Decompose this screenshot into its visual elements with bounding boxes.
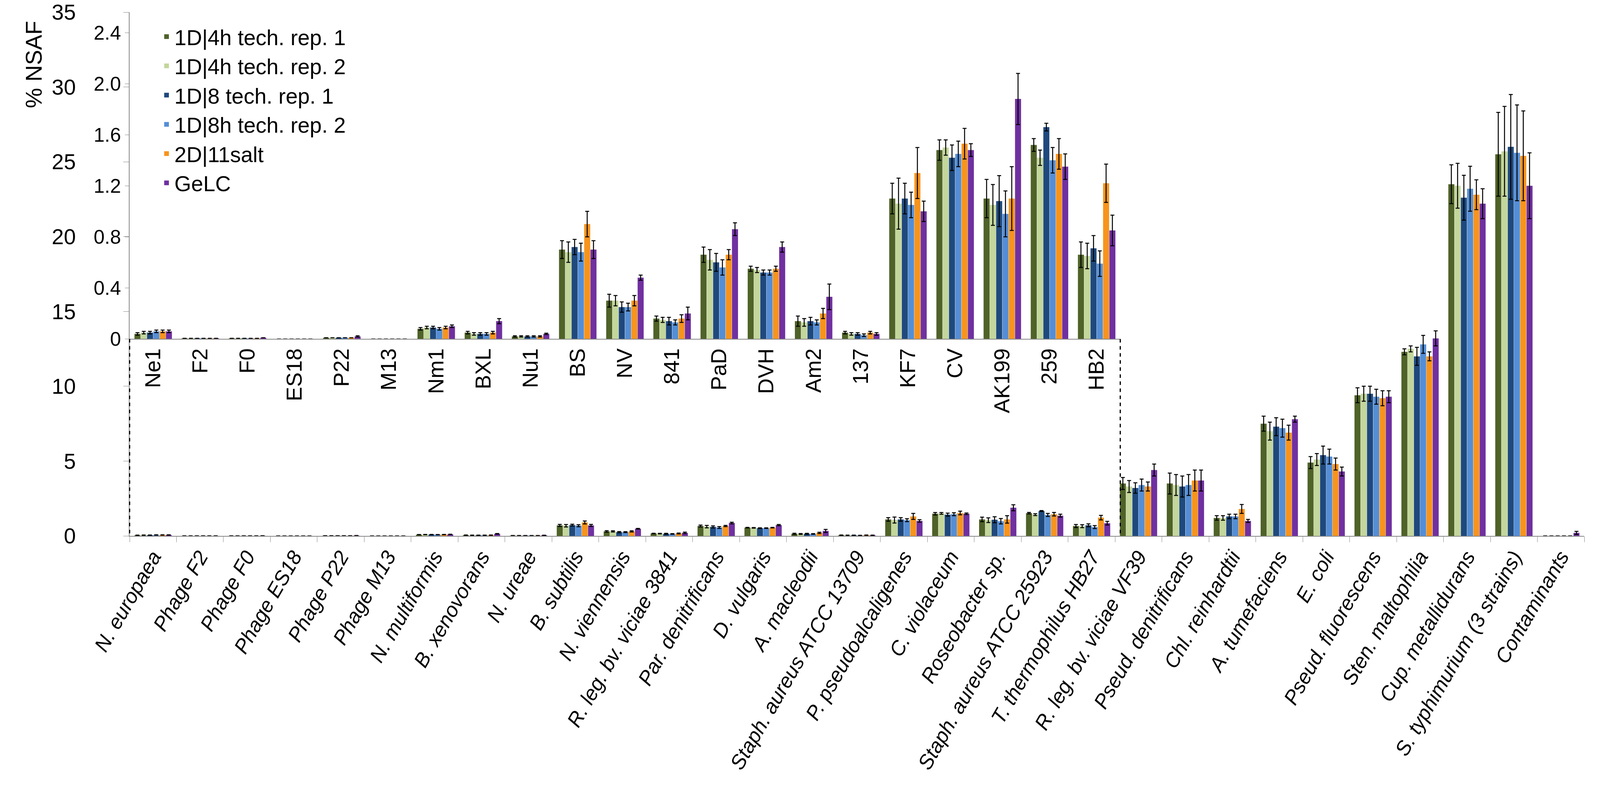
svg-text:N. europaea: N. europaea xyxy=(89,547,166,656)
svg-text:DVH: DVH xyxy=(753,348,779,394)
svg-text:N. ureae: N. ureae xyxy=(482,547,542,627)
svg-text:259: 259 xyxy=(1036,348,1062,385)
svg-text:2.0: 2.0 xyxy=(93,73,121,96)
svg-text:1.2: 1.2 xyxy=(93,175,121,198)
svg-text:% NSAF: % NSAF xyxy=(20,20,47,109)
svg-text:Pseud. fluorescens: Pseud. fluorescens xyxy=(1279,547,1386,709)
svg-text:0.8: 0.8 xyxy=(93,226,121,249)
svg-text:D. vulgaris: D. vulgaris xyxy=(707,547,776,643)
svg-text:N. multiformis: N. multiformis xyxy=(365,547,448,667)
svg-text:Sten. maltophilia: Sten. maltophilia xyxy=(1337,547,1433,690)
svg-text:Contaminants: Contaminants xyxy=(1490,547,1574,668)
svg-text:A. tumefaciens: A. tumefaciens xyxy=(1204,547,1293,677)
svg-text:CV: CV xyxy=(942,348,967,379)
svg-text:2.4: 2.4 xyxy=(93,21,121,44)
svg-text:0.4: 0.4 xyxy=(93,277,121,300)
svg-text:BXL: BXL xyxy=(470,348,496,390)
svg-text:1D|4h tech. rep. 2: 1D|4h tech. rep. 2 xyxy=(174,54,346,79)
svg-text:Nm1: Nm1 xyxy=(423,348,449,394)
svg-text:10: 10 xyxy=(51,374,76,399)
svg-text:30: 30 xyxy=(51,75,76,100)
svg-text:S. typhimurium (3 strains): S. typhimurium (3 strains) xyxy=(1390,547,1527,760)
svg-text:N. viennensis: N. viennensis xyxy=(553,547,635,665)
svg-text:Cup. metallidurans: Cup. metallidurans xyxy=(1374,547,1480,706)
svg-text:R. leg. bv. viciae VF39: R. leg. bv. viciae VF39 xyxy=(1030,547,1152,735)
svg-text:20: 20 xyxy=(51,224,76,249)
svg-text:1.6: 1.6 xyxy=(93,124,121,147)
svg-text:5: 5 xyxy=(63,449,76,474)
svg-text:Am2: Am2 xyxy=(801,348,826,393)
svg-text:KF7: KF7 xyxy=(895,348,920,389)
svg-text:P22: P22 xyxy=(329,348,354,387)
svg-text:M13: M13 xyxy=(376,348,401,391)
svg-text:ES18: ES18 xyxy=(281,348,307,402)
svg-text:A. macleodii: A. macleodii xyxy=(746,546,823,656)
svg-text:PaD: PaD xyxy=(706,348,731,391)
svg-text:1D|8 tech. rep. 1: 1D|8 tech. rep. 1 xyxy=(174,84,334,109)
svg-text:Staph. aureus ATCC 13709: Staph. aureus ATCC 13709 xyxy=(725,547,870,774)
svg-text:AK199: AK199 xyxy=(989,348,1015,414)
svg-text:NV: NV xyxy=(612,348,637,379)
svg-text:841: 841 xyxy=(659,348,684,385)
svg-text:15: 15 xyxy=(51,299,76,325)
svg-text:25: 25 xyxy=(51,149,76,174)
svg-text:R. leg. bv. viciae 3841: R. leg. bv. viciae 3841 xyxy=(562,547,682,732)
svg-text:Phage M13: Phage M13 xyxy=(328,547,401,649)
svg-text:2D|11salt: 2D|11salt xyxy=(174,142,264,167)
svg-text:B. subtilis: B. subtilis xyxy=(524,547,588,635)
svg-text:Phage ES18: Phage ES18 xyxy=(229,547,307,658)
svg-text:Chl. reinhardtii: Chl. reinhardtii xyxy=(1159,546,1246,673)
svg-text:35: 35 xyxy=(51,0,76,25)
svg-text:0: 0 xyxy=(109,328,121,351)
svg-text:T. thermophilus HB27: T. thermophilus HB27 xyxy=(986,546,1105,728)
svg-text:1D|8h tech. rep. 2: 1D|8h tech. rep. 2 xyxy=(174,113,346,138)
svg-text:Par. denitrificans: Par. denitrificans xyxy=(633,547,729,690)
svg-text:Phage P22: Phage P22 xyxy=(283,547,354,647)
svg-text:HB2: HB2 xyxy=(1083,348,1109,391)
svg-text:F2: F2 xyxy=(187,348,213,374)
svg-text:BS: BS xyxy=(565,348,590,378)
svg-text:B. xenovorans: B. xenovorans xyxy=(409,547,495,672)
svg-text:P. pseudoalcaligenes: P. pseudoalcaligenes xyxy=(800,547,917,725)
svg-text:1D|4h tech. rep. 1: 1D|4h tech. rep. 1 xyxy=(174,25,346,50)
svg-text:E. coli: E. coli xyxy=(1291,546,1340,607)
svg-text:F0: F0 xyxy=(234,348,260,374)
svg-text:Nu1: Nu1 xyxy=(518,348,543,389)
svg-text:Staph. aureus ATCC 25923: Staph. aureus ATCC 25923 xyxy=(913,547,1058,774)
svg-text:Pseud. denitrificans: Pseud. denitrificans xyxy=(1089,547,1198,713)
svg-text:Phage F2: Phage F2 xyxy=(148,547,213,636)
svg-text:Phage F0: Phage F0 xyxy=(195,547,260,636)
svg-text:137: 137 xyxy=(848,348,873,385)
svg-text:Roseobacter sp.: Roseobacter sp. xyxy=(916,547,1011,688)
svg-text:GeLC: GeLC xyxy=(174,171,231,196)
svg-text:0: 0 xyxy=(63,523,76,549)
svg-text:C. violaceum: C. violaceum xyxy=(884,547,964,661)
svg-text:Ne1: Ne1 xyxy=(140,348,165,389)
